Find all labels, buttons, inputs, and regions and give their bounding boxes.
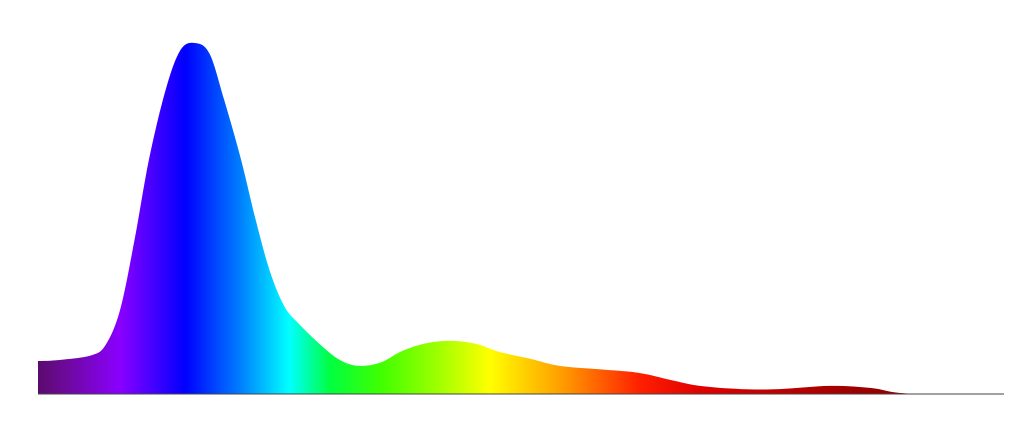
spectrum-area [38,42,1004,395]
